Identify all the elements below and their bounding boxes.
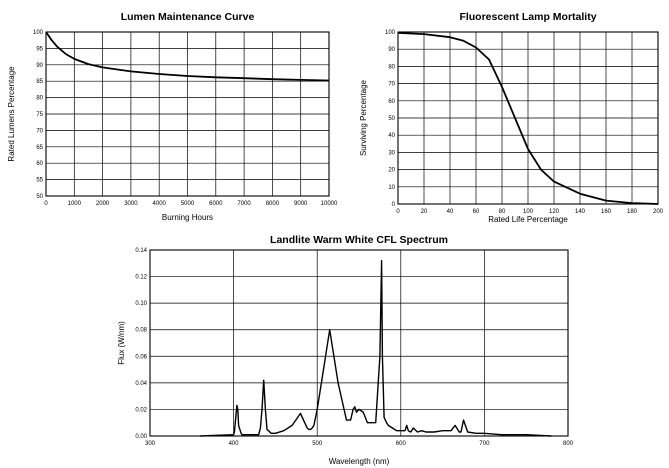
y-tick-label: 90 xyxy=(36,63,43,69)
y-tick-label: 80 xyxy=(388,64,395,70)
y-tick-label: 75 xyxy=(36,112,43,118)
y-tick-label: 65 xyxy=(36,145,43,151)
x-tick-label: 40 xyxy=(447,209,454,215)
x-tick-label: 7000 xyxy=(237,201,251,207)
x-tick-label: 9000 xyxy=(294,201,308,207)
plot-frame xyxy=(45,31,330,197)
series-line xyxy=(45,31,330,82)
x-tick-label: 6000 xyxy=(209,201,223,207)
x-tick-label: 3000 xyxy=(124,201,138,207)
x-tick-label: 180 xyxy=(627,209,638,215)
cfl-spectrum-chart: Landlite Warm White CFL Spectrum Wavelen… xyxy=(117,234,574,466)
x-tick-label: 1000 xyxy=(68,201,82,207)
y-tick-label: 80 xyxy=(36,96,43,102)
y-tick-label: 40 xyxy=(388,133,395,139)
x-tick-label: 100 xyxy=(523,209,534,215)
series-line xyxy=(200,259,552,437)
lamp-mortality-chart: Fluorescent Lamp Mortality Rated Life Pe… xyxy=(359,11,664,224)
y-tick-label: 10 xyxy=(388,185,395,191)
y-tick-label: 50 xyxy=(388,116,395,122)
y-tick-label: 90 xyxy=(388,47,395,53)
y-tick-label: 0.10 xyxy=(135,301,147,307)
x-tick-label: 700 xyxy=(479,441,490,447)
y-tick-label: 70 xyxy=(36,128,43,134)
y-tick-label: 20 xyxy=(388,168,395,174)
y-tick-label: 0.06 xyxy=(135,354,147,360)
x-tick-label: 0 xyxy=(396,209,400,215)
y-axis-label: Rated Lumens Percentage xyxy=(7,66,16,162)
x-tick-label: 4000 xyxy=(153,201,167,207)
y-tick-label: 0.04 xyxy=(135,381,147,387)
y-tick-label: 100 xyxy=(33,30,44,36)
lumen-maintenance-chart: Lumen Maintenance Curve Burning Hours Ra… xyxy=(7,11,338,222)
y-axis-label: Surviving Percentage xyxy=(359,79,368,156)
x-tick-label: 500 xyxy=(312,441,323,447)
y-tick-label: 0.14 xyxy=(135,248,147,254)
chart-title: Landlite Warm White CFL Spectrum xyxy=(270,234,448,246)
chart-title: Fluorescent Lamp Mortality xyxy=(459,11,596,23)
y-tick-label: 30 xyxy=(388,150,395,156)
y-tick-label: 0.00 xyxy=(135,434,147,440)
y-tick-label: 0.08 xyxy=(135,328,147,334)
x-axis-label: Wavelength (nm) xyxy=(329,457,390,466)
series-line xyxy=(397,32,659,205)
y-tick-label: 0.02 xyxy=(135,407,147,413)
x-tick-label: 120 xyxy=(549,209,560,215)
x-axis-label: Rated Life Percentage xyxy=(488,215,568,224)
y-axis-label: Flux (W/nm) xyxy=(117,321,126,365)
plot-frame xyxy=(397,31,659,205)
x-tick-label: 160 xyxy=(601,209,612,215)
y-tick-label: 70 xyxy=(388,82,395,88)
plot-frame xyxy=(149,249,569,437)
y-tick-label: 55 xyxy=(36,178,43,184)
x-tick-label: 80 xyxy=(499,209,506,215)
x-tick-label: 60 xyxy=(473,209,480,215)
x-tick-label: 2000 xyxy=(96,201,110,207)
x-tick-label: 600 xyxy=(396,441,407,447)
y-tick-label: 85 xyxy=(36,79,43,85)
chart-title: Lumen Maintenance Curve xyxy=(121,11,255,23)
y-tick-label: 60 xyxy=(36,161,43,167)
y-tick-label: 50 xyxy=(36,194,43,200)
y-tick-label: 95 xyxy=(36,46,43,52)
x-axis-label: Burning Hours xyxy=(162,213,213,222)
x-tick-label: 200 xyxy=(653,209,664,215)
y-tick-label: 100 xyxy=(385,30,396,36)
x-tick-label: 10000 xyxy=(321,201,338,207)
x-tick-label: 400 xyxy=(229,441,240,447)
y-tick-label: 0 xyxy=(392,202,396,208)
x-tick-label: 20 xyxy=(421,209,428,215)
x-tick-label: 300 xyxy=(145,441,156,447)
x-tick-label: 0 xyxy=(44,201,48,207)
x-tick-label: 800 xyxy=(563,441,574,447)
x-tick-label: 140 xyxy=(575,209,586,215)
x-tick-label: 5000 xyxy=(181,201,195,207)
y-tick-label: 0.12 xyxy=(135,275,147,281)
x-tick-label: 8000 xyxy=(266,201,280,207)
y-tick-label: 60 xyxy=(388,99,395,105)
